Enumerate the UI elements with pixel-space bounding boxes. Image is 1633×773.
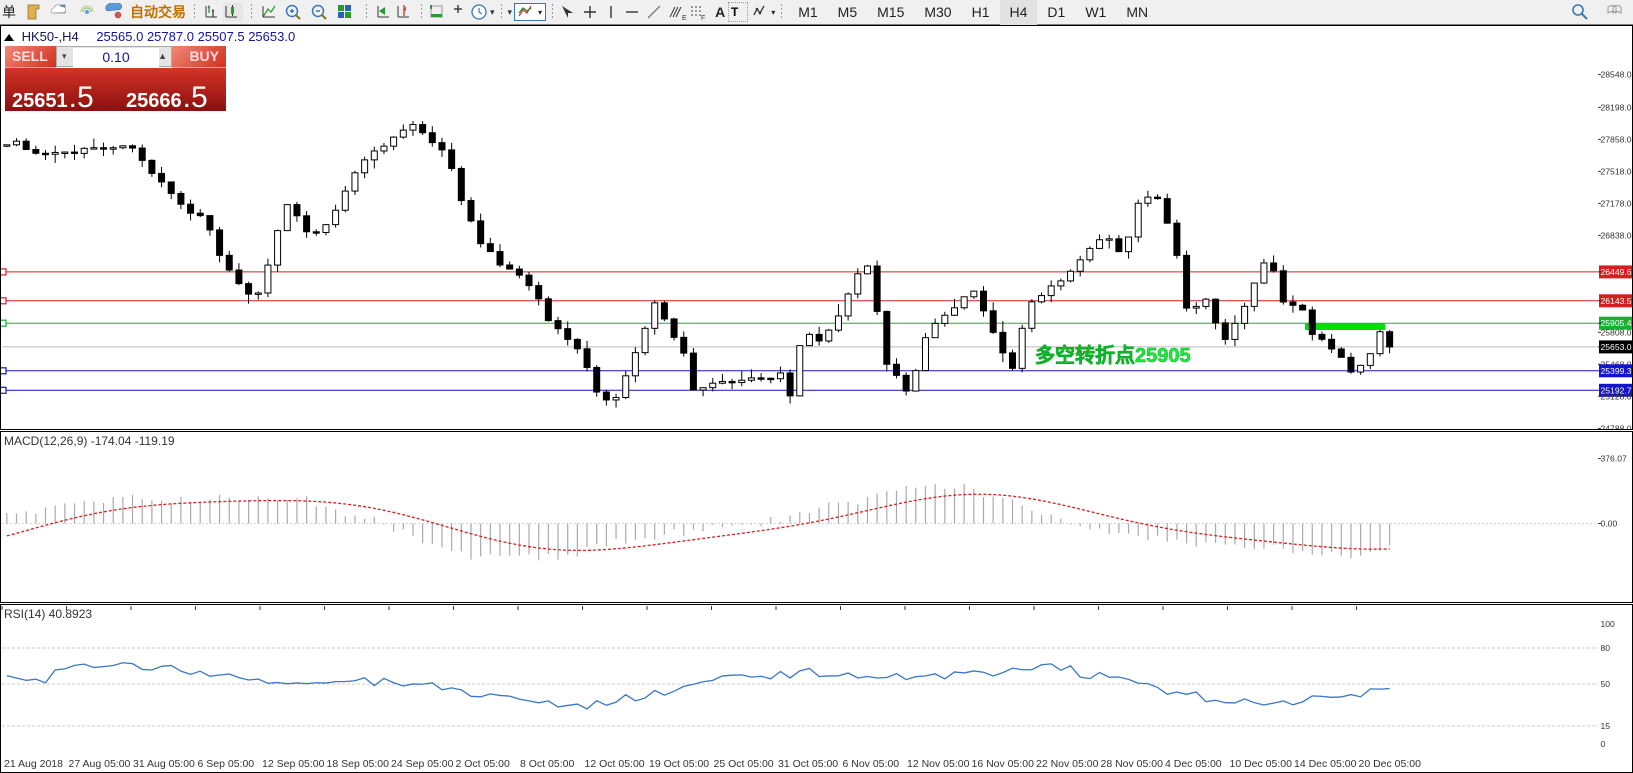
svg-text:E: E: [682, 15, 687, 21]
svg-text:26143.5: 26143.5: [1601, 296, 1632, 306]
svg-text:25653.0: 25653.0: [1601, 342, 1632, 352]
svg-text:25 Oct 05:00: 25 Oct 05:00: [714, 758, 774, 770]
svg-text:19 Oct 05:00: 19 Oct 05:00: [649, 758, 709, 770]
svg-text:12 Oct 05:00: 12 Oct 05:00: [585, 758, 645, 770]
svg-text:25808.0: 25808.0: [1601, 327, 1632, 337]
svg-text:T: T: [731, 5, 739, 19]
svg-text:31 Oct 05:00: 31 Oct 05:00: [778, 758, 838, 770]
svg-text:0: 0: [1601, 739, 1606, 749]
svg-text:12 Sep 05:00: 12 Sep 05:00: [262, 758, 325, 770]
svg-text:31 Aug 05:00: 31 Aug 05:00: [133, 758, 195, 770]
svg-text:16 Nov 05:00: 16 Nov 05:00: [972, 758, 1035, 770]
svg-text:22 Nov 05:00: 22 Nov 05:00: [1036, 758, 1099, 770]
svg-text:21 Aug 2018: 21 Aug 2018: [4, 758, 63, 770]
svg-text:14 Dec 05:00: 14 Dec 05:00: [1294, 758, 1357, 770]
svg-text:28 Nov 05:00: 28 Nov 05:00: [1101, 758, 1164, 770]
svg-text:20 Dec 05:00: 20 Dec 05:00: [1359, 758, 1422, 770]
svg-text:24 Sep 05:00: 24 Sep 05:00: [391, 758, 454, 770]
svg-text:12 Nov 05:00: 12 Nov 05:00: [907, 758, 970, 770]
svg-text:26838.0: 26838.0: [1601, 230, 1632, 240]
svg-text:80: 80: [1601, 643, 1611, 653]
svg-text:RSI(14) 40.8923: RSI(14) 40.8923: [4, 607, 92, 621]
svg-text:8 Oct 05:00: 8 Oct 05:00: [520, 758, 574, 770]
svg-text:MACD(12,26,9) -174.04 -119.19: MACD(12,26,9) -174.04 -119.19: [4, 434, 175, 448]
svg-text:18 Sep 05:00: 18 Sep 05:00: [327, 758, 390, 770]
svg-text:28548.0: 28548.0: [1601, 69, 1632, 79]
svg-text:2 Oct 05:00: 2 Oct 05:00: [456, 758, 510, 770]
svg-text:25399.3: 25399.3: [1601, 366, 1632, 376]
svg-text:27 Aug 05:00: 27 Aug 05:00: [69, 758, 131, 770]
svg-text:15: 15: [1601, 721, 1611, 731]
svg-text:28198.0: 28198.0: [1601, 102, 1632, 112]
svg-text:4 Dec 05:00: 4 Dec 05:00: [1165, 758, 1222, 770]
svg-text:F: F: [701, 15, 705, 21]
svg-text:24788.0: 24788.0: [1601, 423, 1632, 430]
svg-text:6 Nov 05:00: 6 Nov 05:00: [843, 758, 900, 770]
svg-text:多空转折点25905: 多空转折点25905: [1035, 343, 1191, 367]
svg-text:27178.0: 27178.0: [1601, 198, 1632, 208]
svg-text:25128.0: 25128.0: [1601, 391, 1632, 401]
svg-text:26449.6: 26449.6: [1601, 267, 1632, 277]
svg-text:376.07: 376.07: [1601, 454, 1628, 464]
svg-text:10 Dec 05:00: 10 Dec 05:00: [1230, 758, 1293, 770]
svg-text:27858.0: 27858.0: [1601, 134, 1632, 144]
svg-text:100: 100: [1601, 619, 1616, 629]
svg-text:0.00: 0.00: [1601, 519, 1618, 529]
svg-text:27518.0: 27518.0: [1601, 166, 1632, 176]
svg-text:50: 50: [1601, 679, 1611, 689]
svg-text:6 Sep 05:00: 6 Sep 05:00: [198, 758, 255, 770]
